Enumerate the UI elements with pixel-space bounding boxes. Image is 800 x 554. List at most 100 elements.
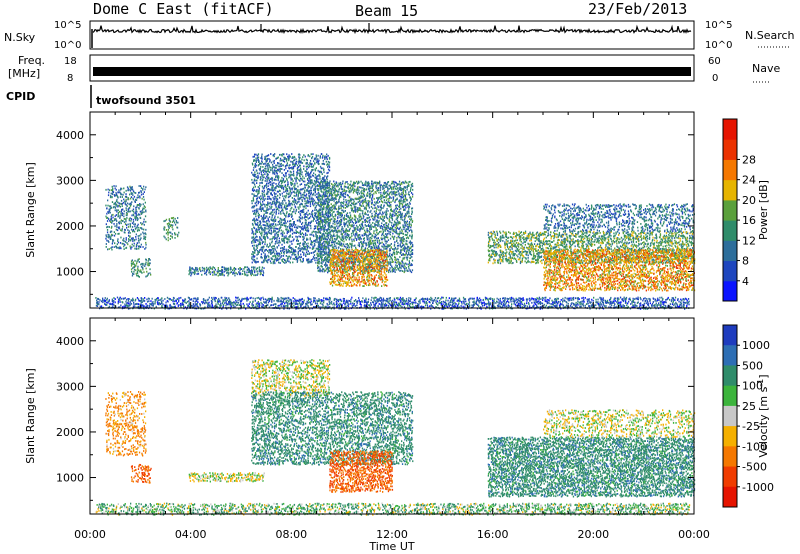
range-gate-cell — [274, 216, 276, 219]
range-gate-cell — [461, 302, 463, 305]
range-gate-cell — [147, 264, 149, 266]
range-gate-cell — [274, 187, 276, 189]
range-gate-cell — [301, 158, 303, 161]
range-gate-cell — [305, 162, 307, 164]
range-gate-cell — [258, 302, 260, 305]
range-gate-cell — [542, 299, 544, 301]
range-gate-cell — [320, 171, 323, 174]
range-gate-cell — [180, 304, 182, 307]
range-gate-cell — [318, 170, 320, 173]
range-gate-cell — [304, 198, 306, 200]
range-gate-cell — [270, 211, 272, 214]
range-gate-cell — [380, 305, 382, 308]
range-gate-cell — [519, 304, 522, 306]
range-gate-cell — [319, 214, 321, 216]
range-gate-cell — [297, 299, 299, 302]
range-gate-cell — [258, 214, 260, 216]
range-gate-cell — [290, 181, 292, 184]
range-gate-cell — [493, 302, 495, 304]
range-gate-cell — [326, 153, 328, 156]
range-gate-cell — [619, 296, 622, 299]
range-gate-cell — [106, 212, 108, 215]
range-gate-cell — [259, 226, 261, 229]
range-gate-cell — [266, 174, 269, 177]
range-gate-cell — [456, 306, 459, 308]
range-gate-cell — [313, 299, 315, 302]
range-gate-cell — [464, 303, 466, 306]
range-gate-cell — [130, 218, 133, 220]
range-gate-cell — [313, 242, 316, 245]
range-gate-cell — [291, 202, 293, 205]
range-gate-cell — [313, 251, 315, 253]
range-gate-cell — [266, 299, 268, 302]
range-gate-cell — [125, 238, 127, 241]
range-gate-cell — [255, 190, 257, 193]
range-gate-cell — [174, 221, 176, 224]
range-gate-cell — [238, 298, 241, 301]
range-gate-cell — [306, 244, 308, 247]
range-gate-cell — [323, 192, 325, 195]
range-gate-cell — [303, 306, 305, 309]
range-gate-cell — [323, 179, 325, 182]
range-gate-cell — [296, 238, 298, 241]
range-gate-cell — [616, 305, 618, 308]
range-gate-cell — [235, 272, 237, 274]
range-gate-cell — [190, 274, 192, 277]
range-gate-cell — [164, 226, 166, 229]
range-gate-cell — [505, 302, 507, 305]
range-gate-cell — [254, 171, 256, 174]
range-gate-cell — [649, 302, 651, 305]
range-gate-cell — [234, 305, 236, 308]
range-gate-cell — [142, 222, 144, 225]
range-gate-cell — [304, 225, 306, 227]
range-gate-cell — [306, 229, 308, 232]
range-gate-cell — [171, 221, 174, 223]
range-gate-cell — [598, 303, 600, 305]
range-gate-cell — [145, 261, 147, 264]
range-gate-cell — [275, 179, 277, 181]
range-gate-cell — [309, 165, 311, 168]
range-gate-cell — [374, 300, 376, 303]
range-gate-cell — [275, 223, 277, 226]
range-gate-cell — [322, 233, 324, 235]
range-gate-cell — [401, 305, 403, 308]
range-gate-cell — [234, 303, 236, 305]
range-gate-cell — [569, 305, 572, 307]
range-gate-cell — [175, 233, 177, 236]
range-gate-cell — [389, 299, 391, 302]
range-gate-cell — [458, 299, 460, 302]
range-gate-cell — [313, 239, 315, 242]
range-gate-cell — [289, 240, 291, 243]
range-gate-cell — [254, 297, 256, 300]
range-gate-cell — [222, 301, 224, 304]
range-gate-cell — [262, 248, 264, 251]
range-gate-cell — [665, 305, 667, 308]
range-gate-cell — [285, 222, 287, 224]
range-gate-cell — [309, 175, 311, 178]
range-gate-cell — [609, 301, 612, 303]
range-gate-cell — [189, 306, 191, 308]
range-gate-cell — [135, 213, 137, 215]
range-gate-cell — [293, 197, 295, 200]
range-gate-cell — [113, 231, 115, 233]
range-gate-cell — [328, 193, 331, 195]
range-gate-cell — [667, 304, 669, 307]
range-gate-cell — [273, 211, 275, 214]
range-gate-cell — [260, 246, 262, 249]
range-gate-cell — [517, 303, 520, 305]
range-gate-cell — [281, 232, 283, 234]
range-gate-cell — [167, 233, 169, 236]
range-gate-cell — [135, 303, 137, 305]
range-gate-cell — [303, 165, 305, 168]
range-gate-cell — [285, 215, 287, 217]
range-gate-cell — [608, 301, 610, 304]
range-gate-cell — [395, 297, 398, 300]
range-gate-cell — [686, 304, 688, 307]
range-gate-cell — [253, 193, 255, 196]
range-gate-cell — [290, 299, 293, 302]
range-gate-cell — [301, 209, 303, 212]
range-gate-cell — [299, 259, 301, 261]
range-gate-cell — [308, 180, 310, 182]
range-gate-cell — [279, 157, 282, 160]
range-gate-cell — [499, 305, 502, 308]
